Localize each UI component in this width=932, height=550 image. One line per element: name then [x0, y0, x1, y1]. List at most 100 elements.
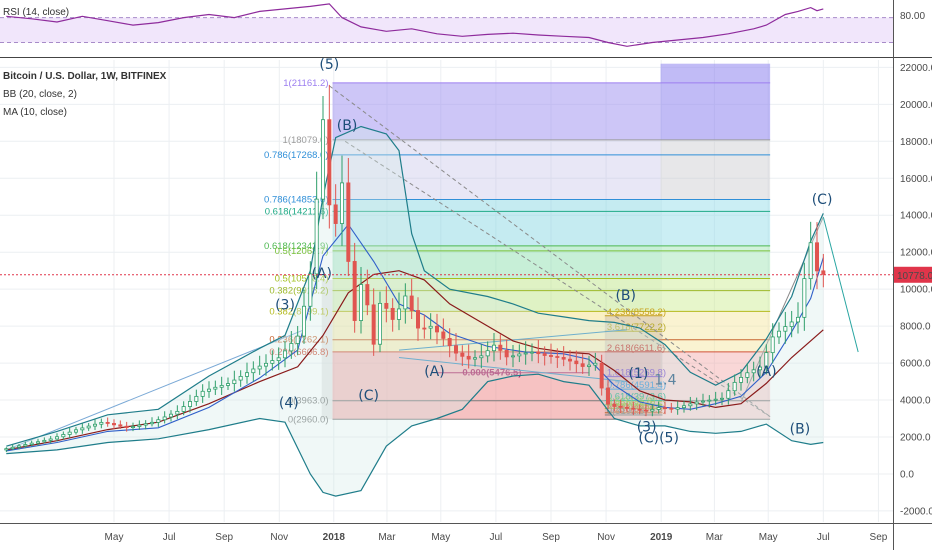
candle-body [225, 383, 230, 386]
candle-body [181, 406, 186, 412]
wave-label: (C) [812, 192, 833, 208]
fib-left-band [321, 279, 333, 420]
fib-ext-label: 0.618(3973.6) [607, 392, 666, 403]
wave-label: (3) [275, 297, 295, 313]
candle-body [187, 401, 192, 407]
fib-ext-band [660, 311, 771, 352]
trend-line-dashed [329, 85, 771, 418]
candle-body [175, 410, 180, 415]
y-tick-label: 2000.0 [900, 432, 931, 443]
fib-level-label: 0.786(17268.0) [264, 150, 328, 161]
candle-body [644, 409, 649, 412]
candle-body [289, 343, 294, 352]
candle-body [713, 398, 718, 401]
fib-ext-band [660, 139, 771, 200]
candle-body [61, 434, 66, 438]
candle-body [422, 327, 427, 330]
candle-body [23, 444, 28, 447]
candle-body [333, 204, 338, 224]
candle-body [4, 448, 9, 451]
candle-body [339, 182, 344, 224]
candle-body [453, 345, 458, 354]
candle-body [232, 379, 237, 384]
wave-label: (A) [756, 364, 777, 380]
bb-lower [6, 373, 824, 497]
candle-body [396, 308, 401, 320]
x-tick-label: Nov [270, 532, 288, 543]
candle-body [124, 425, 129, 429]
candle-body [403, 295, 408, 310]
candle-body [67, 431, 72, 435]
y-tick-label: 16000.0 [900, 174, 932, 185]
candle-body [206, 388, 211, 392]
y-tick-label: -2000.0 [900, 506, 932, 517]
candle-body [549, 355, 554, 357]
candles [4, 84, 826, 453]
y-tick-label: 20000.0 [900, 100, 932, 111]
candle-body [770, 336, 775, 354]
x-tick-label: Nov [597, 532, 615, 543]
fib-level-label: 0.382(9918.2) [269, 286, 328, 297]
x-tick-label: Sep [542, 532, 560, 543]
candle-body [149, 421, 154, 425]
candle-body [55, 436, 60, 440]
fib-level-label: 0.382(8799.1) [269, 306, 328, 317]
candle-body [472, 357, 477, 360]
candle-body [568, 358, 573, 362]
candle-body [485, 350, 490, 357]
candle-body [137, 424, 142, 427]
candle-body [523, 352, 528, 355]
candle-body [593, 362, 598, 366]
x-tick-label: 2018 [323, 532, 346, 543]
candle-body [479, 355, 484, 359]
wave-label: (A) [424, 364, 445, 380]
trend-lines [6, 85, 859, 451]
trend-line-dashed [344, 140, 771, 418]
wave-label-1-4: 1.4 [654, 373, 676, 389]
candle-body [498, 344, 503, 351]
bb-upper [6, 125, 824, 447]
candle-body [301, 305, 306, 337]
candle-body [384, 302, 389, 309]
candle-body [130, 426, 135, 429]
candle-body [441, 331, 446, 339]
candle-body [156, 419, 161, 423]
candle-body [308, 273, 313, 307]
candle-body [447, 338, 452, 347]
rsi-level-label: 80.00 [900, 11, 925, 22]
y-tick-label: 12000.0 [900, 248, 932, 259]
candle-body [631, 407, 636, 410]
candle-body [314, 198, 319, 275]
candle-body [352, 261, 357, 321]
candle-body [327, 119, 332, 206]
candle-body [434, 325, 439, 333]
fib-ext-label: 2.618(6611.6) [607, 343, 665, 354]
candle-body [612, 403, 617, 407]
fib-level-label: 1(18079.0) [283, 135, 329, 146]
fibonacci-retracement: 1(21161.2) 1(18079.0) 0.786(17268.0) 0.786(… [264, 63, 771, 425]
trend-line [398, 357, 628, 383]
candle-body [244, 372, 249, 377]
candle-body [650, 409, 655, 412]
wave-label: (3) [637, 419, 657, 435]
candle-body [320, 119, 325, 200]
candle-body [606, 387, 611, 405]
fib-band [332, 199, 661, 246]
x-tick-label: Jul [817, 532, 830, 543]
y-tick-label: 6000.0 [900, 359, 931, 370]
fib-ext-label: 0.236(3308.9) [607, 404, 666, 415]
candle-body [346, 182, 351, 262]
fib-level-label: 0(3963.0) [288, 396, 329, 407]
fib-ext-label: 0.382(3545.5) [607, 399, 666, 410]
trend-line [6, 329, 305, 451]
rsi-band [0, 17, 893, 43]
candle-body [808, 242, 813, 280]
candle-body [428, 325, 433, 329]
candle-body [238, 375, 243, 381]
candle-body [707, 399, 712, 402]
fib-level-label: 0.618(12342.9) [264, 241, 328, 252]
candle-body [517, 353, 522, 357]
candle-body [257, 365, 262, 370]
elliott-wave-labels: (5)(B)(A)(3)(4) (C)(A)(B)(1)(3)(C)(5)(A)(… [275, 57, 832, 446]
